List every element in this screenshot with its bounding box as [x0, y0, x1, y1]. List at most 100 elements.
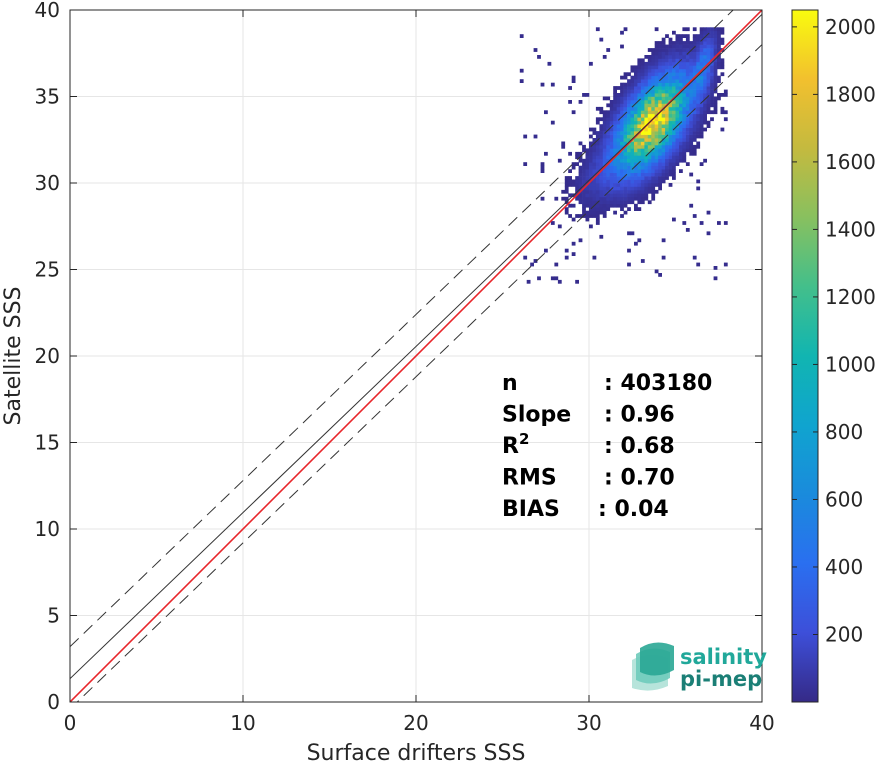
- density-cell: [675, 113, 680, 118]
- density-cell: [634, 172, 638, 177]
- density-cell: [699, 72, 704, 77]
- density-cell: [717, 65, 721, 70]
- density-cell: [672, 86, 676, 90]
- density-cell: [634, 110, 638, 115]
- density-cell: [582, 207, 586, 211]
- density-cell: [654, 148, 659, 153]
- density-cell: [699, 127, 704, 132]
- density-cell: [620, 179, 624, 184]
- density-cell: [582, 210, 586, 215]
- density-cell: [613, 138, 617, 142]
- density-cell: [623, 89, 628, 94]
- density-cell: [696, 61, 701, 66]
- density-cell: [668, 58, 673, 63]
- density-cell: [703, 72, 707, 77]
- density-cell: [682, 79, 687, 83]
- density-cell: [647, 158, 652, 163]
- density-cell: [637, 93, 642, 97]
- density-cell: [685, 127, 690, 132]
- density-cell: [575, 186, 579, 191]
- density-cell: [696, 44, 701, 49]
- density-cell: [592, 169, 597, 173]
- density-cell: [630, 134, 635, 139]
- density-cell: [616, 86, 621, 90]
- density-cell: [703, 158, 707, 163]
- density-cell: [647, 127, 652, 132]
- density-cell: [661, 65, 666, 70]
- density-cell: [585, 203, 590, 208]
- density-cell: [634, 79, 638, 83]
- density-cell: [640, 186, 645, 191]
- density-cell: [703, 75, 707, 80]
- density-cell: [616, 200, 621, 205]
- density-cell: [599, 110, 604, 115]
- density-cell: [589, 162, 593, 166]
- density-cell: [672, 82, 676, 87]
- density-cell: [689, 124, 694, 128]
- density-cell: [606, 138, 611, 142]
- density-cell: [637, 103, 642, 108]
- density-cell: [623, 96, 628, 101]
- density-cell: [682, 131, 687, 135]
- density-cell: [679, 34, 683, 38]
- density-cell: [606, 96, 611, 101]
- density-cell: [647, 186, 652, 191]
- density-cell: [602, 162, 607, 166]
- density-cell: [599, 141, 604, 146]
- density-cell: [627, 134, 631, 139]
- density-cell: [613, 113, 617, 118]
- density-cell: [620, 93, 624, 97]
- density-cell: [571, 217, 576, 222]
- density-cell: [696, 131, 701, 135]
- density-cell: [668, 113, 673, 118]
- density-cell: [564, 183, 569, 187]
- density-cell: [599, 165, 604, 170]
- density-cell: [623, 210, 628, 215]
- density-cell: [634, 189, 638, 194]
- density-cell: [672, 75, 676, 80]
- density-cell: [613, 172, 617, 177]
- density-cell: [623, 179, 628, 184]
- density-cell: [692, 255, 697, 260]
- density-cell: [661, 51, 666, 56]
- density-cell: [568, 86, 572, 90]
- density-cell: [592, 144, 597, 149]
- density-cell: [620, 207, 624, 211]
- density-cell: [665, 106, 669, 111]
- density-cell: [571, 110, 576, 115]
- density-cell: [699, 96, 704, 101]
- density-cell: [630, 89, 635, 94]
- density-cell: [679, 79, 683, 83]
- density-cell: [689, 106, 694, 111]
- density-cell: [640, 117, 645, 122]
- density-cell: [595, 196, 600, 201]
- density-cell: [682, 100, 687, 104]
- density-cell: [595, 155, 600, 160]
- density-cell: [613, 103, 617, 108]
- density-cell: [685, 141, 690, 146]
- density-cell: [692, 58, 697, 63]
- density-cell: [640, 82, 645, 87]
- density-cell: [585, 169, 590, 173]
- stat-value: : 0.04: [598, 497, 669, 522]
- density-cell: [710, 37, 714, 42]
- density-cell: [609, 155, 614, 160]
- density-cell: [564, 196, 569, 201]
- density-cell: [717, 48, 721, 52]
- density-cell: [672, 148, 676, 153]
- density-cell: [654, 55, 659, 59]
- density-cell: [599, 203, 604, 208]
- density-cell: [665, 65, 669, 70]
- density-cell: [568, 179, 572, 184]
- density-cell: [647, 138, 652, 142]
- density-cell: [627, 176, 631, 180]
- density-cell: [627, 138, 631, 142]
- density-cell: [623, 148, 628, 153]
- density-cell: [696, 34, 701, 38]
- density-cell: [589, 61, 593, 66]
- density-cell: [720, 93, 725, 97]
- density-cell: [713, 34, 718, 38]
- density-cell: [696, 51, 701, 56]
- density-cell: [692, 151, 697, 156]
- density-cell: [613, 179, 617, 184]
